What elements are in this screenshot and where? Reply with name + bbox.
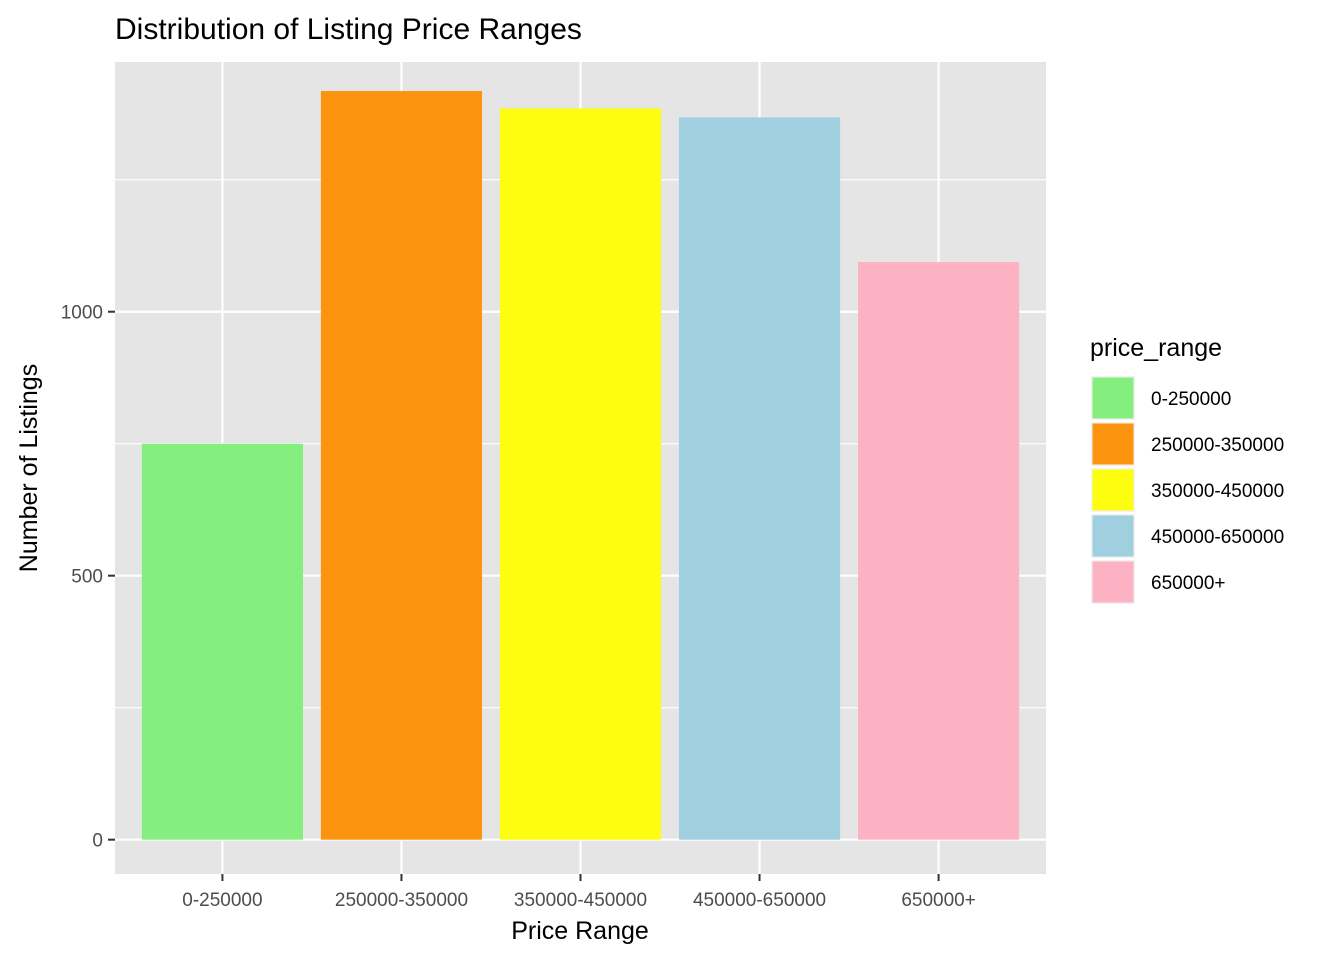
x-tick-label: 0-250000 [182,890,262,911]
legend-key-0-250000 [1092,377,1134,419]
bars [141,91,1020,840]
bar-450000-650000 [678,117,841,840]
legend-label: 650000+ [1151,573,1226,594]
bar-350000-450000 [499,108,662,840]
legend: price_range 0-250000 250000-350000 350000-… [1090,334,1284,604]
legend-title: price_range [1090,334,1222,362]
legend-label: 250000-350000 [1151,435,1284,456]
y-axis-title: Number of Listings [15,364,43,572]
legend-key-250000-350000 [1092,423,1134,465]
y-tick-label: 1000 [61,303,103,324]
x-tick-label: 350000-450000 [514,890,647,911]
legend-label: 350000-450000 [1151,481,1284,502]
bar-250000-350000 [320,91,483,840]
bar-0-250000 [141,443,303,840]
legend-label: 0-250000 [1151,389,1231,410]
y-tick-label: 500 [71,567,103,588]
y-axis: 0 500 1000 [61,303,115,852]
legend-key-450000-650000 [1092,515,1134,557]
x-axis-title: Price Range [511,917,649,945]
x-tick-label: 450000-650000 [693,890,826,911]
legend-key-350000-450000 [1092,469,1134,511]
x-axis: 0-250000 250000-350000 350000-450000 450000… [182,874,976,911]
bar-650000+ [858,262,1020,840]
legend-key-650000+ [1092,561,1134,603]
y-tick-label: 0 [92,831,103,852]
x-tick-label: 250000-350000 [335,890,468,911]
chart-title: Distribution of Listing Price Ranges [115,13,582,46]
legend-label: 450000-650000 [1151,527,1284,548]
x-tick-label: 650000+ [901,890,976,911]
